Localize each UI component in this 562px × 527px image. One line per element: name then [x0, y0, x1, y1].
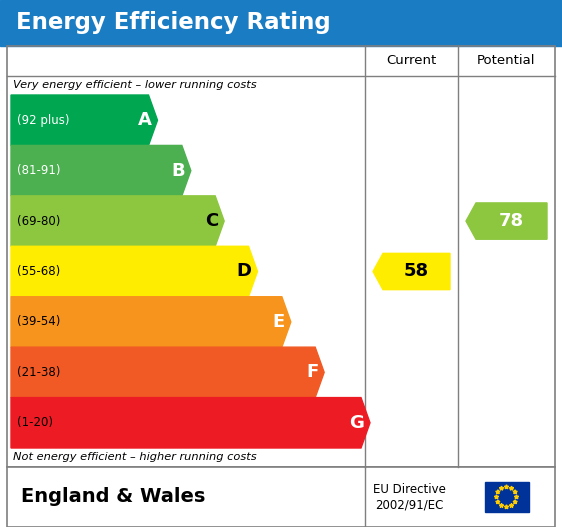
Bar [7, 46, 555, 467]
Text: 58: 58 [404, 262, 429, 280]
Polygon shape [513, 500, 517, 504]
Polygon shape [11, 347, 324, 397]
Bar [484, 482, 528, 512]
Text: England & Wales: England & Wales [21, 487, 205, 506]
Bar [7, 467, 555, 527]
Bar [0, 0, 562, 46]
Text: (69-80): (69-80) [17, 214, 60, 228]
Text: C: C [205, 212, 218, 230]
Polygon shape [500, 486, 504, 490]
Polygon shape [11, 95, 157, 145]
Text: Very energy efficient – lower running costs: Very energy efficient – lower running co… [13, 81, 257, 91]
Text: B: B [171, 162, 185, 180]
Text: Current: Current [387, 54, 437, 67]
Polygon shape [496, 490, 500, 494]
Text: (92 plus): (92 plus) [17, 114, 70, 126]
Text: (55-68): (55-68) [17, 265, 60, 278]
Polygon shape [509, 503, 514, 508]
Polygon shape [505, 505, 509, 509]
Text: EU Directive
2002/91/EC: EU Directive 2002/91/EC [373, 483, 446, 511]
Polygon shape [500, 503, 504, 508]
Polygon shape [505, 485, 509, 489]
Polygon shape [466, 203, 547, 239]
Polygon shape [509, 486, 514, 490]
Polygon shape [495, 495, 498, 499]
Text: G: G [349, 414, 364, 432]
Text: (21-38): (21-38) [17, 366, 60, 379]
Text: (1-20): (1-20) [17, 416, 53, 430]
Text: D: D [237, 262, 252, 280]
Polygon shape [514, 495, 519, 499]
Polygon shape [373, 253, 450, 290]
Polygon shape [11, 246, 257, 297]
Text: Energy Efficiency Rating: Energy Efficiency Rating [16, 12, 330, 34]
Polygon shape [11, 397, 370, 448]
Polygon shape [496, 500, 500, 504]
Text: (81-91): (81-91) [17, 164, 61, 177]
Text: A: A [138, 111, 152, 129]
Text: Potential: Potential [477, 54, 536, 67]
Polygon shape [11, 145, 191, 196]
Polygon shape [11, 297, 291, 347]
Text: E: E [273, 313, 285, 331]
Polygon shape [11, 196, 224, 246]
Polygon shape [513, 490, 517, 494]
Text: Not energy efficient – higher running costs: Not energy efficient – higher running co… [13, 453, 257, 463]
Text: 78: 78 [499, 212, 524, 230]
Text: F: F [306, 363, 318, 382]
Text: (39-54): (39-54) [17, 316, 60, 328]
